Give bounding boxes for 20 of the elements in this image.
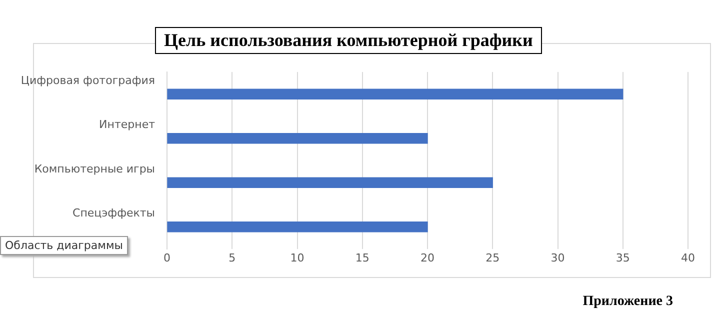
text: Приложение 3 (582, 294, 673, 310)
y-tick-label: Компьютерные игры (34, 162, 155, 176)
y-tick-label: Цифровая фотография (20, 74, 155, 87)
bar (167, 133, 428, 144)
chart-title: Цель использования компьютерной графики (155, 27, 542, 54)
x-tick-label: 10 (290, 251, 304, 264)
x-tick-label: 40 (681, 251, 695, 264)
bar (167, 177, 493, 188)
x-tick-label: 25 (486, 251, 500, 264)
x-tick-label: 35 (616, 251, 630, 264)
text: Область диаграммы (0, 236, 128, 255)
x-tick-label: 30 (550, 251, 565, 264)
bar (167, 88, 624, 100)
y-tick-label: Интернет (99, 118, 156, 132)
x-tick-label: 0 (164, 251, 170, 264)
x-tick-label: 15 (355, 251, 370, 264)
bar (167, 222, 428, 232)
x-tick-label: 20 (420, 251, 434, 264)
y-tick-label: Спецэффекты (72, 206, 155, 220)
x-tick-label: 5 (228, 251, 236, 264)
